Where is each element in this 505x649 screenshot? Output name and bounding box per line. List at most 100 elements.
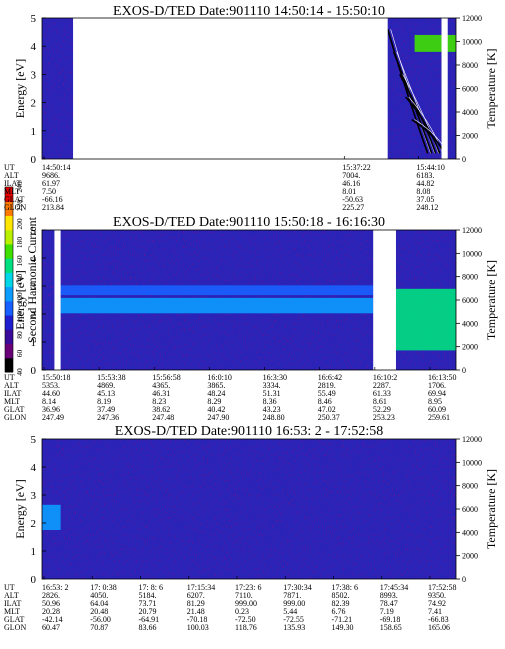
row-value: -70.18	[187, 615, 208, 624]
row-value: -72.55	[283, 615, 304, 624]
y-right-axis-label: Temperature [K]	[484, 260, 498, 340]
colorbar-swatch	[5, 187, 13, 202]
row-label: MLT	[4, 187, 20, 196]
colorbar-swatch	[5, 215, 13, 231]
row-label: UT	[4, 583, 15, 592]
row-value: 225.27	[342, 203, 364, 212]
row-label: GLON	[4, 413, 26, 422]
row-label: GLON	[4, 623, 26, 632]
row-value: 20.28	[42, 607, 60, 616]
row-label: ALT	[4, 381, 19, 390]
row-value: 20.79	[139, 607, 157, 616]
y-right-tick-label: 4000	[462, 528, 478, 537]
row-value: 7.41	[428, 607, 442, 616]
row-value: 118.76	[235, 623, 257, 632]
colorbar-swatch	[5, 300, 13, 316]
row-value: 16:13:50	[428, 373, 456, 382]
row-value: 16:53: 2	[42, 583, 68, 592]
spectrogram-speckle	[42, 439, 456, 579]
y-right-tick-label: 8000	[462, 482, 478, 491]
y-right-tick-label: 8000	[462, 273, 478, 282]
panel-title: EXOS-D/TED Date:901110 16:53: 2 - 17:52:…	[115, 424, 383, 439]
panel-title: EXOS-D/TED Date:901110 14:50:14 - 15:50:…	[113, 4, 385, 19]
y-right-tick-label: 10000	[462, 458, 482, 467]
colorbar-tick-label: 220	[15, 200, 24, 212]
row-value: 247.49	[42, 413, 64, 422]
row-value: 248.80	[263, 413, 285, 422]
panel-3: EXOS-D/TED Date:901110 16:53: 2 - 17:52:…	[4, 424, 498, 632]
colorbar-swatch	[5, 343, 13, 359]
row-label: GLAT	[4, 615, 25, 624]
row-value: 60.47	[42, 623, 60, 632]
row-value: 70.87	[90, 623, 108, 632]
spectrogram-bright-patch	[395, 288, 456, 351]
colorbar-tick-label: 140	[15, 274, 24, 286]
y-tick-label: 5	[31, 434, 37, 446]
row-value: 17:45:34	[380, 583, 408, 592]
y-tick-label: 4	[31, 253, 37, 265]
colorbar-swatch	[5, 329, 13, 345]
row-value: 8.14	[42, 397, 56, 406]
row-value: 55.49	[318, 389, 336, 398]
y-right-axis-label: Temperature [K]	[484, 48, 498, 128]
y-tick-label: 1	[31, 126, 37, 138]
y-tick-label: 3	[31, 69, 37, 81]
row-value: 20.48	[90, 607, 108, 616]
y-tick-label: 2	[31, 309, 37, 321]
row-label: MLT	[4, 397, 20, 406]
row-value: 21.48	[187, 607, 205, 616]
colorbar-frame	[4, 186, 14, 373]
data-gap	[54, 230, 61, 370]
y-tick-label: 3	[31, 490, 37, 502]
colorbar-tick-label: 60	[15, 350, 24, 358]
row-value: 48.24	[207, 389, 225, 398]
row-value: 250.37	[318, 413, 340, 422]
row-value: 17: 0:38	[90, 583, 116, 592]
row-label: ILAT	[4, 599, 21, 608]
y-right-axis-label: Temperature [K]	[484, 469, 498, 549]
row-value: 7.19	[380, 607, 394, 616]
row-value: 52.29	[373, 405, 391, 414]
colorbar-swatch	[5, 229, 13, 245]
row-value: -56.00	[90, 615, 111, 624]
row-value: 40.42	[207, 405, 225, 414]
row-value: 69.94	[428, 389, 446, 398]
colorbar-tick-label: 100	[15, 311, 24, 323]
row-value: -50.63	[342, 195, 363, 204]
panel-2: EXOS-D/TED Date:901110 15:50:18 - 16:16:…	[4, 215, 498, 422]
row-value: 8502.	[332, 591, 350, 600]
spectrogram-bright-stripe	[414, 34, 456, 52]
row-value: 45.13	[97, 389, 115, 398]
row-value: 44.82	[416, 179, 434, 188]
row-value: 6.76	[332, 607, 346, 616]
y-tick-label: 5	[31, 225, 37, 237]
row-value: 16:0:10	[207, 373, 231, 382]
row-value: 100.03	[187, 623, 209, 632]
row-value: 3334.	[263, 381, 281, 390]
row-value: 1706.	[428, 381, 446, 390]
spectrogram-dark-arc	[405, 96, 441, 154]
spectrogram-light-arc	[396, 51, 435, 154]
row-value: 8.36	[263, 397, 277, 406]
y-right-tick-label: 12000	[462, 14, 482, 23]
y-right-tick-label: 6000	[462, 85, 478, 94]
row-value: 8.61	[373, 397, 387, 406]
row-label: ILAT	[4, 389, 21, 398]
colorbar-swatch	[5, 243, 13, 259]
row-value: 999.00	[283, 599, 305, 608]
colorbar-swatch	[5, 201, 13, 216]
row-value: 44.60	[42, 389, 60, 398]
y-tick-label: 2	[31, 518, 37, 530]
row-value: 16:10:2	[373, 373, 397, 382]
row-value: 5353.	[42, 381, 60, 390]
row-value: 17:23: 6	[235, 583, 261, 592]
row-value: 15:56:58	[152, 373, 180, 382]
spectrogram-dark-arc	[386, 29, 429, 154]
colorbar-tick-label: 200	[15, 218, 24, 230]
row-value: -66.16	[42, 195, 63, 204]
y-right-tick-label: 0	[462, 575, 466, 584]
row-value: 61.97	[42, 179, 60, 188]
row-label: UT	[4, 373, 15, 382]
row-value: -69.18	[380, 615, 401, 624]
